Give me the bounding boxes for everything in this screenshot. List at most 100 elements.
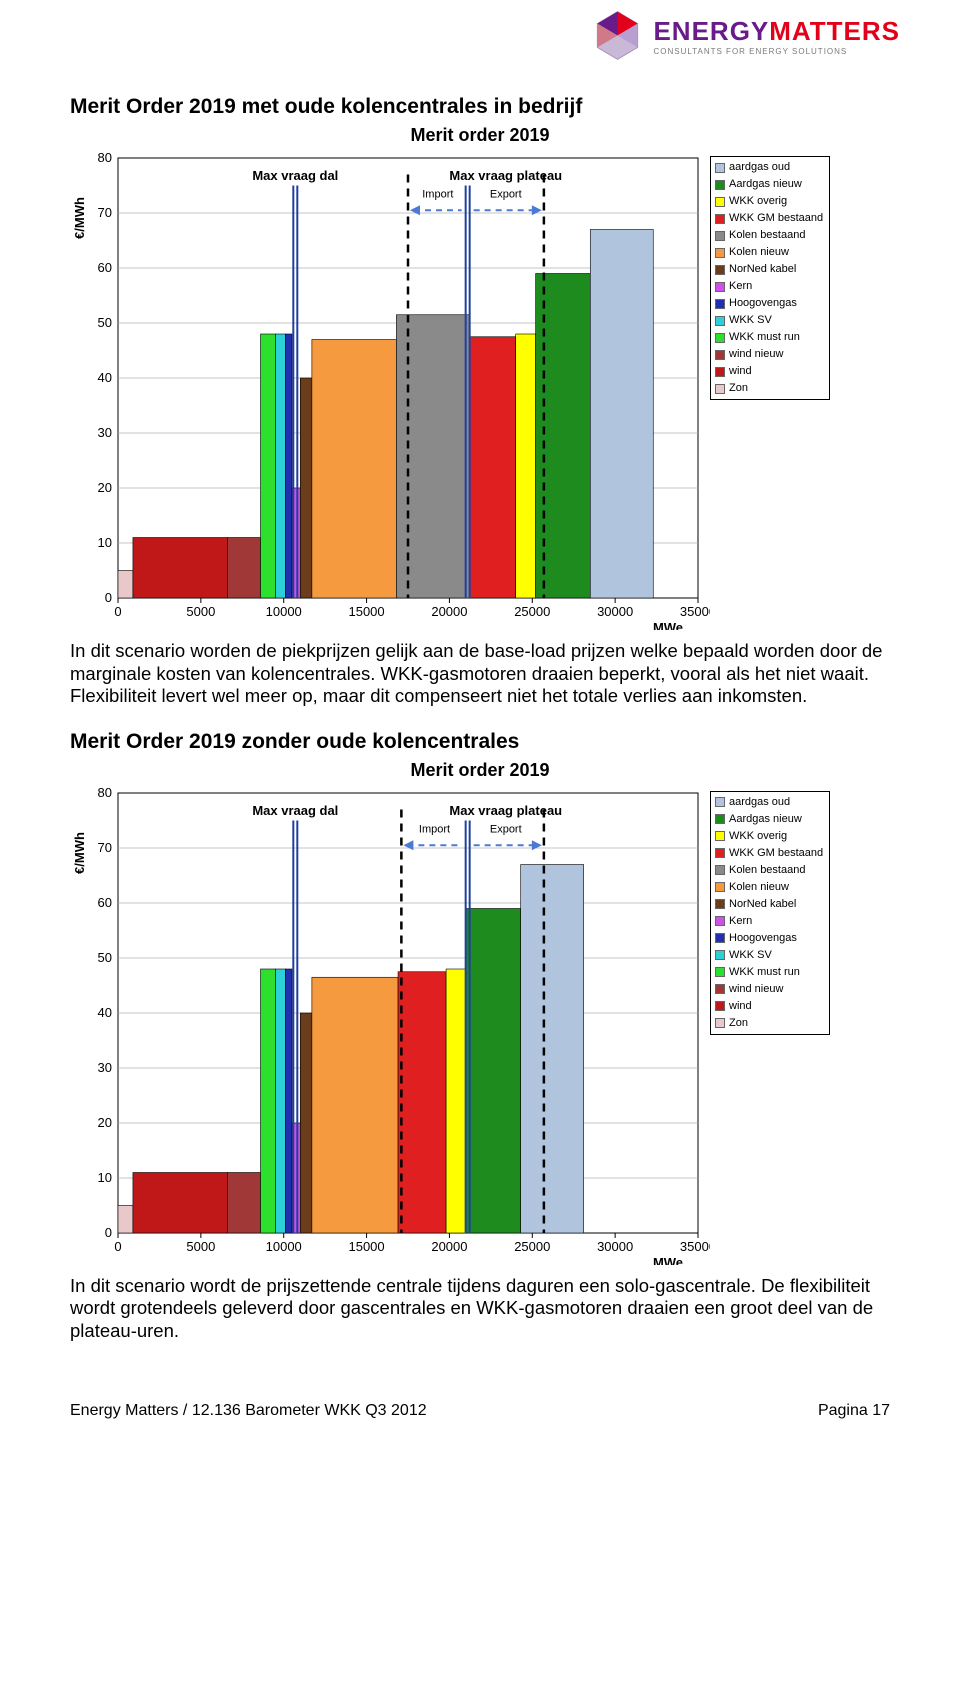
svg-text:€/MWh: €/MWh xyxy=(72,832,87,874)
legend-label: Hoogovengas xyxy=(729,295,797,312)
legend-label: wind xyxy=(729,363,752,380)
legend-item: NorNed kabel xyxy=(715,896,823,913)
svg-text:Max vraag dal: Max vraag dal xyxy=(252,168,338,183)
chart1-legend: aardgas oudAardgas nieuwWKK overigWKK GM… xyxy=(710,156,830,400)
legend-label: NorNed kabel xyxy=(729,896,796,913)
legend-swatch xyxy=(715,797,725,807)
legend-label: WKK GM bestaand xyxy=(729,845,823,862)
legend-label: WKK overig xyxy=(729,828,787,845)
legend-swatch xyxy=(715,333,725,343)
chart2-title: Merit order 2019 xyxy=(70,760,890,781)
legend-swatch xyxy=(715,950,725,960)
legend-swatch xyxy=(715,367,725,377)
legend-swatch xyxy=(715,248,725,258)
legend-label: wind nieuw xyxy=(729,981,783,998)
legend-item: NorNed kabel xyxy=(715,261,823,278)
legend-label: WKK SV xyxy=(729,947,772,964)
legend-item: wind xyxy=(715,998,823,1015)
svg-text:25000: 25000 xyxy=(514,604,550,619)
legend-item: Kern xyxy=(715,913,823,930)
svg-text:50: 50 xyxy=(98,950,112,965)
legend-label: wind xyxy=(729,998,752,1015)
footer: Energy Matters / 12.136 Barometer WKK Q3… xyxy=(70,1402,890,1420)
logo-word2: MATTERS xyxy=(769,16,900,46)
legend-label: Kern xyxy=(729,278,752,295)
legend-item: wind nieuw xyxy=(715,346,823,363)
svg-text:20: 20 xyxy=(98,480,112,495)
svg-text:0: 0 xyxy=(105,590,112,605)
legend-label: Aardgas nieuw xyxy=(729,811,802,828)
svg-text:80: 80 xyxy=(98,150,112,165)
legend-swatch xyxy=(715,231,725,241)
svg-text:15000: 15000 xyxy=(348,1239,384,1254)
legend-swatch xyxy=(715,899,725,909)
legend-item: Kolen nieuw xyxy=(715,879,823,896)
legend-label: NorNed kabel xyxy=(729,261,796,278)
legend-swatch xyxy=(715,163,725,173)
legend-swatch xyxy=(715,831,725,841)
legend-label: Kolen bestaand xyxy=(729,227,805,244)
legend-swatch xyxy=(715,265,725,275)
svg-text:Max vraag dal: Max vraag dal xyxy=(252,803,338,818)
legend-item: Kolen bestaand xyxy=(715,227,823,244)
legend-item: WKK must run xyxy=(715,964,823,981)
svg-text:30: 30 xyxy=(98,1060,112,1075)
legend-swatch xyxy=(715,865,725,875)
svg-text:10: 10 xyxy=(98,1170,112,1185)
legend-item: WKK must run xyxy=(715,329,823,346)
legend-label: aardgas oud xyxy=(729,159,790,176)
legend-item: Kern xyxy=(715,278,823,295)
svg-text:5000: 5000 xyxy=(186,1239,215,1254)
svg-text:Import: Import xyxy=(419,823,450,835)
legend-item: WKK overig xyxy=(715,193,823,210)
legend-label: Zon xyxy=(729,380,748,397)
legend-swatch xyxy=(715,180,725,190)
legend-swatch xyxy=(715,214,725,224)
legend-item: wind xyxy=(715,363,823,380)
legend-item: wind nieuw xyxy=(715,981,823,998)
legend-label: WKK must run xyxy=(729,964,800,981)
legend-item: WKK GM bestaand xyxy=(715,845,823,862)
svg-text:10000: 10000 xyxy=(266,1239,302,1254)
legend-item: Aardgas nieuw xyxy=(715,811,823,828)
svg-text:MWe: MWe xyxy=(653,620,683,630)
svg-text:30: 30 xyxy=(98,425,112,440)
svg-text:20000: 20000 xyxy=(431,1239,467,1254)
svg-text:Export: Export xyxy=(490,188,522,200)
legend-swatch xyxy=(715,350,725,360)
legend-label: WKK SV xyxy=(729,312,772,329)
chart2: 01020304050607080€/MWh050001000015000200… xyxy=(70,785,710,1265)
legend-item: WKK GM bestaand xyxy=(715,210,823,227)
legend-swatch xyxy=(715,933,725,943)
svg-text:€/MWh: €/MWh xyxy=(72,197,87,239)
legend-item: WKK overig xyxy=(715,828,823,845)
svg-text:0: 0 xyxy=(114,1239,121,1254)
chart2-block: Merit order 2019 01020304050607080€/MWh0… xyxy=(70,760,890,1265)
legend-item: Zon xyxy=(715,380,823,397)
svg-text:Export: Export xyxy=(490,823,522,835)
svg-text:20000: 20000 xyxy=(431,604,467,619)
legend-swatch xyxy=(715,967,725,977)
chart1-title: Merit order 2019 xyxy=(70,125,890,146)
legend-label: Kolen bestaand xyxy=(729,862,805,879)
svg-text:60: 60 xyxy=(98,260,112,275)
legend-swatch xyxy=(715,814,725,824)
legend-label: Kern xyxy=(729,913,752,930)
legend-label: WKK GM bestaand xyxy=(729,210,823,227)
logo-word1: ENERGY xyxy=(653,16,769,46)
legend-swatch xyxy=(715,197,725,207)
svg-text:0: 0 xyxy=(114,604,121,619)
section2-title: Merit Order 2019 zonder oude kolencentra… xyxy=(70,730,890,754)
svg-text:40: 40 xyxy=(98,370,112,385)
logo-subtitle: CONSULTANTS FOR ENERGY SOLUTIONS xyxy=(653,47,900,56)
svg-text:35000: 35000 xyxy=(680,604,710,619)
svg-text:Import: Import xyxy=(422,188,453,200)
legend-item: Kolen bestaand xyxy=(715,862,823,879)
logo: ENERGYMATTERS CONSULTANTS FOR ENERGY SOL… xyxy=(590,8,900,63)
svg-text:10000: 10000 xyxy=(266,604,302,619)
svg-text:70: 70 xyxy=(98,840,112,855)
svg-text:40: 40 xyxy=(98,1005,112,1020)
chart1-block: Merit order 2019 01020304050607080€/MWh0… xyxy=(70,125,890,630)
legend-swatch xyxy=(715,1001,725,1011)
legend-item: WKK SV xyxy=(715,312,823,329)
